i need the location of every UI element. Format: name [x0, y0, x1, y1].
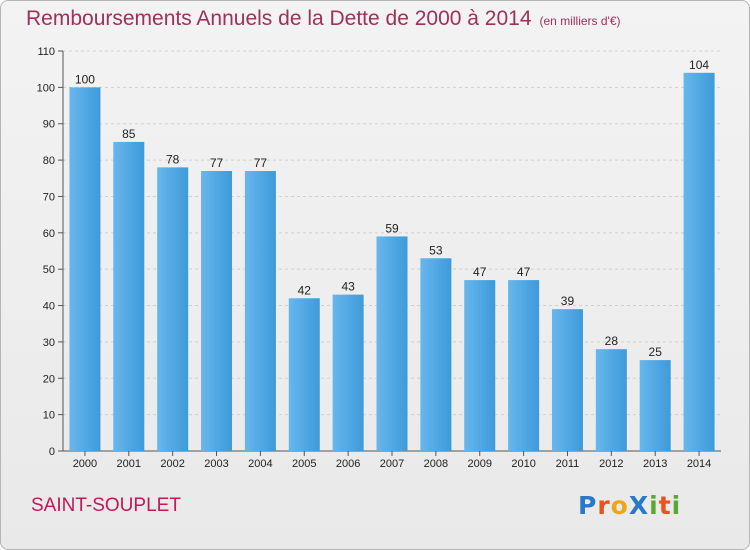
x-tick-label: 2007 — [380, 458, 404, 470]
x-tick-label: 2001 — [117, 458, 141, 470]
logo-letter: t — [658, 491, 672, 520]
bar-2014 — [683, 72, 715, 452]
chart-title-text: Remboursements Annuels de la Dette de 20… — [26, 7, 532, 30]
y-tick-labels: 0 10 20 30 40 50 60 70 80 90 100 110 — [37, 46, 55, 458]
x-tick-label: 2012 — [599, 458, 623, 470]
bar-2005 — [288, 298, 320, 451]
x-tick-label: 2011 — [556, 458, 580, 470]
value-label: 100 — [75, 72, 95, 86]
value-label: 39 — [561, 294, 575, 308]
value-labels: 100 85 78 77 77 42 43 59 53 47 47 39 28 25 104 — [75, 58, 709, 359]
y-tick-label: 110 — [37, 46, 55, 58]
bar-2004 — [244, 171, 276, 451]
y-tick-label: 50 — [43, 264, 55, 276]
x-tick-label: 2013 — [643, 458, 667, 470]
logo-letter: i — [649, 491, 659, 520]
logo-letter: i — [671, 491, 682, 520]
bar-2002 — [157, 167, 189, 451]
y-tick-label: 80 — [43, 155, 55, 167]
logo-letter: o — [610, 491, 629, 520]
logo-letter: r — [597, 491, 611, 520]
proxiti-logo: ProXiti — [578, 491, 681, 520]
x-tick-label: 2004 — [248, 458, 272, 470]
x-tick-label: 2005 — [292, 458, 316, 470]
bar-2007 — [376, 236, 408, 451]
x-tick-label: 2008 — [424, 458, 448, 470]
bar-2008 — [420, 258, 452, 451]
y-tick-label: 30 — [43, 337, 55, 349]
x-tick-label: 2002 — [160, 458, 184, 470]
x-tick-label: 2006 — [336, 458, 360, 470]
bar-2003 — [201, 171, 233, 451]
x-tick-label: 2009 — [467, 458, 491, 470]
value-label: 78 — [166, 152, 180, 166]
value-label: 43 — [341, 280, 355, 294]
y-tick-label: 100 — [37, 82, 55, 94]
value-label: 25 — [649, 345, 663, 359]
x-tick-label: 2014 — [687, 458, 711, 470]
logo-letter: X — [628, 491, 650, 520]
bar-2012 — [595, 349, 627, 451]
bar-2006 — [332, 294, 364, 451]
value-label: 85 — [122, 127, 136, 141]
x-tick-label: 2003 — [204, 458, 228, 470]
logo-letter: P — [578, 491, 598, 520]
bars — [69, 72, 715, 452]
value-label: 104 — [689, 58, 709, 72]
value-label: 42 — [298, 283, 312, 297]
y-tick-label: 70 — [43, 191, 55, 203]
y-tick-label: 90 — [43, 119, 55, 131]
bar-2013 — [639, 360, 671, 451]
value-label: 47 — [517, 265, 531, 279]
x-tick-labels: 2000 2001 2002 2003 2004 2005 2006 2007 2008 2009… — [73, 451, 711, 470]
value-label: 77 — [210, 156, 224, 170]
value-label: 47 — [473, 265, 487, 279]
y-tick-label: 10 — [43, 410, 55, 422]
unit-label: (en milliers d'€) — [539, 14, 621, 28]
y-tick-label: 0 — [49, 446, 55, 458]
y-tick-label: 60 — [43, 228, 55, 240]
y-tick-label: 20 — [43, 373, 55, 385]
bar-2001 — [113, 141, 145, 451]
bar-2009 — [464, 280, 496, 451]
town-name: SAINT-SOUPLET — [31, 495, 181, 516]
value-label: 77 — [254, 156, 268, 170]
bar-2010 — [508, 280, 540, 451]
value-label: 28 — [605, 334, 619, 348]
chart-title: Remboursements Annuels de la Dette de 20… — [26, 7, 621, 31]
value-label: 53 — [429, 243, 443, 257]
y-tick-label: 40 — [43, 301, 55, 313]
x-tick-label: 2010 — [511, 458, 535, 470]
bar-2011 — [551, 309, 583, 451]
bar-2000 — [69, 87, 101, 451]
x-tick-label: 2000 — [73, 458, 97, 470]
value-label: 59 — [385, 221, 399, 235]
